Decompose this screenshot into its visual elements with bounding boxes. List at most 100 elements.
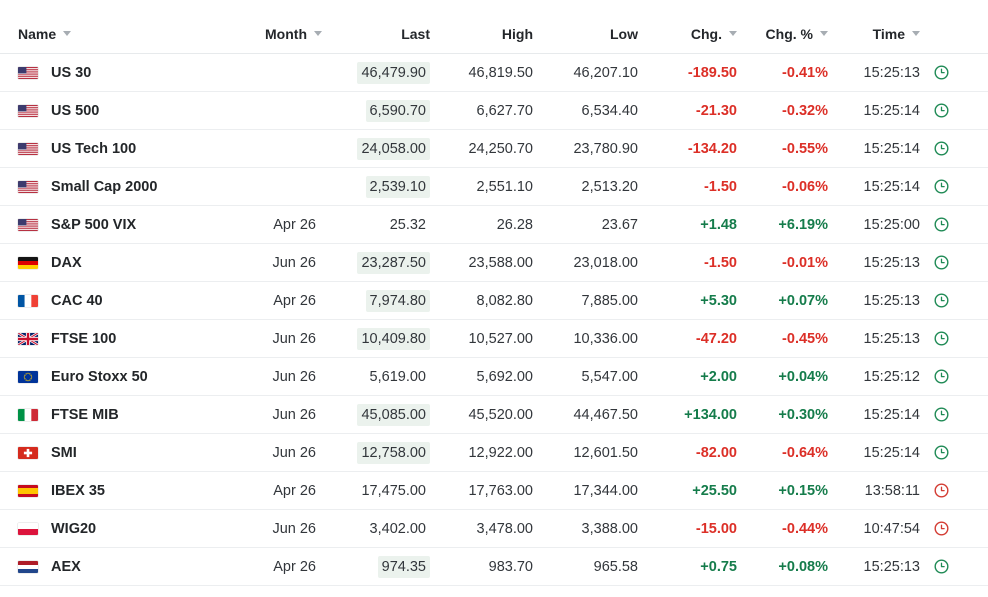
- market-clock-icon: [933, 331, 949, 346]
- time-value: 15:25:14: [863, 102, 920, 119]
- column-header-month[interactable]: Month: [250, 26, 322, 42]
- low-value: 23,780.90: [573, 140, 638, 157]
- column-header-chg_pct[interactable]: Chg. %: [737, 26, 828, 42]
- it-flag-icon: [18, 408, 38, 421]
- instrument-name-link[interactable]: IBEX 35: [51, 482, 105, 499]
- time-value: 10:47:54: [863, 520, 920, 537]
- table-row[interactable]: S&P 500 VIX Apr 26 25.32 26.28 23.67 +1.…: [0, 206, 988, 244]
- high-value: 983.70: [488, 558, 533, 575]
- last-price-value: 3,402.00: [369, 520, 426, 537]
- market-clock-icon: [933, 483, 949, 498]
- table-row[interactable]: SMI Jun 26 12,758.00 12,922.00 12,601.50…: [0, 434, 988, 472]
- table-row[interactable]: CAC 40 Apr 26 7,974.80 8,082.80 7,885.00…: [0, 282, 988, 320]
- instrument-name-link[interactable]: AEX: [51, 558, 81, 575]
- change-value: +134.00: [684, 406, 737, 423]
- column-header-label: Time: [872, 25, 905, 42]
- table-row[interactable]: FTSE 100 Jun 26 10,409.80 10,527.00 10,3…: [0, 320, 988, 358]
- column-header-label: Name: [18, 25, 57, 42]
- time-value: 13:58:11: [864, 482, 920, 499]
- time-value: 15:25:12: [863, 368, 920, 385]
- low-value: 3,388.00: [581, 520, 638, 537]
- low-value: 5,547.00: [581, 368, 638, 385]
- market-clock-icon: [933, 521, 949, 536]
- table-row[interactable]: AEX Apr 26 974.35 983.70 965.58 +0.75 +0…: [0, 548, 988, 586]
- us-flag-icon: [18, 218, 38, 231]
- high-value: 8,082.80: [476, 292, 533, 309]
- instrument-name-link[interactable]: DAX: [51, 254, 82, 271]
- instrument-name-link[interactable]: WIG20: [51, 520, 97, 537]
- high-value: 5,692.00: [476, 368, 533, 385]
- market-clock-icon: [933, 141, 949, 156]
- time-value: 15:25:00: [863, 216, 920, 233]
- table-body: US 30 46,479.90 46,819.50 46,207.10 -189…: [0, 54, 988, 586]
- last-price-value: 17,475.00: [361, 482, 426, 499]
- instrument-name-link[interactable]: S&P 500 VIX: [51, 216, 137, 233]
- us-flag-icon: [18, 142, 38, 155]
- table-row[interactable]: Small Cap 2000 2,539.10 2,551.10 2,513.2…: [0, 168, 988, 206]
- last-price-value: 24,058.00: [357, 137, 430, 160]
- instrument-name-link[interactable]: FTSE MIB: [51, 406, 119, 423]
- market-clock-icon: [933, 179, 949, 194]
- column-header-high: High: [430, 26, 533, 42]
- instrument-name-link[interactable]: Euro Stoxx 50: [51, 368, 148, 385]
- change-value: -82.00: [695, 444, 737, 461]
- instrument-name-link[interactable]: US Tech 100: [51, 140, 137, 157]
- low-value: 10,336.00: [573, 330, 638, 347]
- last-price-value: 25.32: [389, 216, 426, 233]
- table-row[interactable]: IBEX 35 Apr 26 17,475.00 17,763.00 17,34…: [0, 472, 988, 510]
- table-row[interactable]: WIG20 Jun 26 3,402.00 3,478.00 3,388.00 …: [0, 510, 988, 548]
- column-header-low: Low: [533, 26, 638, 42]
- sort-chevron-down-icon: [729, 31, 737, 36]
- change-percent-value: -0.44%: [782, 520, 828, 537]
- column-header-name[interactable]: Name: [0, 26, 250, 42]
- low-value: 17,344.00: [573, 482, 638, 499]
- table-row[interactable]: US Tech 100 24,058.00 24,250.70 23,780.9…: [0, 130, 988, 168]
- market-clock-icon: [933, 65, 949, 80]
- instrument-name-link[interactable]: CAC 40: [51, 292, 103, 309]
- instrument-name-link[interactable]: US 500: [51, 102, 100, 119]
- table-row[interactable]: US 500 6,590.70 6,627.70 6,534.40 -21.30…: [0, 92, 988, 130]
- es-flag-icon: [18, 484, 38, 497]
- time-value: 15:25:14: [863, 140, 920, 157]
- sort-chevron-down-icon: [912, 31, 920, 36]
- time-value: 15:25:14: [863, 444, 920, 461]
- high-value: 45,520.00: [468, 406, 533, 423]
- change-value: +1.48: [700, 216, 737, 233]
- change-value: +0.75: [700, 558, 737, 575]
- change-percent-value: +0.04%: [778, 368, 828, 385]
- change-percent-value: -0.06%: [782, 178, 828, 195]
- low-value: 23.67: [601, 216, 638, 233]
- sort-chevron-down-icon: [314, 31, 322, 36]
- high-value: 3,478.00: [476, 520, 533, 537]
- column-header-time[interactable]: Time: [828, 26, 920, 42]
- high-value: 10,527.00: [468, 330, 533, 347]
- instrument-name-link[interactable]: US 30: [51, 64, 92, 81]
- low-value: 965.58: [593, 558, 638, 575]
- table-row[interactable]: DAX Jun 26 23,287.50 23,588.00 23,018.00…: [0, 244, 988, 282]
- time-value: 15:25:13: [863, 330, 920, 347]
- instrument-name-link[interactable]: FTSE 100: [51, 330, 117, 347]
- instrument-name-link[interactable]: Small Cap 2000: [51, 178, 158, 195]
- last-price-value: 46,479.90: [357, 61, 430, 84]
- change-percent-value: +0.15%: [778, 482, 828, 499]
- nl-flag-icon: [18, 560, 38, 573]
- month-value: Apr 26: [273, 292, 316, 309]
- change-value: -21.30: [695, 102, 737, 119]
- change-value: -134.20: [687, 140, 737, 157]
- column-header-label: High: [501, 25, 533, 42]
- table-row[interactable]: US 30 46,479.90 46,819.50 46,207.10 -189…: [0, 54, 988, 92]
- low-value: 2,513.20: [581, 178, 638, 195]
- low-value: 23,018.00: [573, 254, 638, 271]
- month-value: Jun 26: [272, 254, 316, 271]
- column-header-chg[interactable]: Chg.: [638, 26, 737, 42]
- table-row[interactable]: Euro Stoxx 50 Jun 26 5,619.00 5,692.00 5…: [0, 358, 988, 396]
- table-row[interactable]: FTSE MIB Jun 26 45,085.00 45,520.00 44,4…: [0, 396, 988, 434]
- market-clock-icon: [933, 103, 949, 118]
- change-percent-value: +0.08%: [778, 558, 828, 575]
- change-value: +25.50: [692, 482, 737, 499]
- instrument-name-link[interactable]: SMI: [51, 444, 77, 461]
- change-percent-value: -0.55%: [782, 140, 828, 157]
- month-value: Jun 26: [272, 444, 316, 461]
- us-flag-icon: [18, 66, 38, 79]
- eu-flag-icon: [18, 370, 38, 383]
